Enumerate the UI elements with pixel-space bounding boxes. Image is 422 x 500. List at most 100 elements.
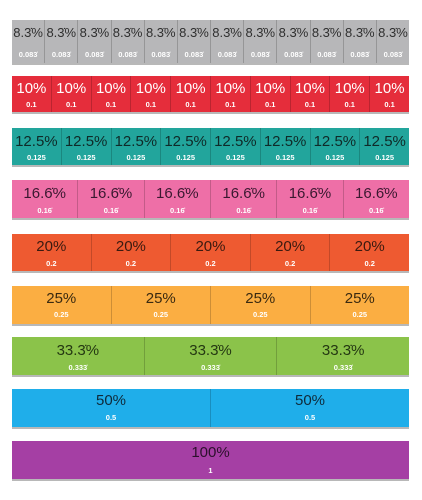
decimal-label: 0.083̇ (350, 50, 370, 59)
strip-cell: 25% 0.25 (211, 286, 311, 324)
strip-cell: 10% 0.1 (251, 76, 291, 112)
strip-cell: 12.5% 0.125 (211, 128, 261, 165)
strip-cell: 10% 0.1 (92, 76, 132, 112)
percent-label: 10% (175, 80, 206, 97)
decimal-label: 0.083̇ (85, 50, 104, 59)
decimal-label: 0.125 (275, 153, 295, 162)
strip-cell: 10% 0.1 (370, 76, 409, 112)
percent-label: 20% (36, 238, 67, 255)
strip-cell: 8.3̇% 0.083̇ (45, 20, 79, 63)
decimal-label: 0.16̇ (369, 206, 384, 215)
percent-label: 33.3̇% (56, 342, 100, 359)
strip-cell: 10% 0.1 (52, 76, 92, 112)
strip-cell: 8.3̇% 0.083̇ (311, 20, 344, 63)
strip-cell: 100% 1 (12, 441, 409, 479)
decimal-label: 0.1 (105, 100, 117, 109)
percent-label: 50% (294, 392, 326, 409)
strip-cell: 50% 0.5 (12, 389, 211, 427)
strip-cell: 8.3̇% 0.083̇ (244, 20, 278, 63)
strip-cell: 16.6̇% 0.16̇ (344, 180, 409, 218)
strip-cell: 50% 0.5 (211, 389, 409, 427)
decimal-label: 0.083̇ (250, 50, 270, 59)
decimal-label: 0.125 (126, 153, 146, 162)
decimal-label: 0.16̇ (37, 206, 52, 215)
decimal-label: 0.5 (304, 413, 316, 422)
decimal-label: 0.1 (264, 100, 276, 109)
percent-label: 8.3̇% (245, 25, 276, 40)
strip-cell: 12.5% 0.125 (261, 128, 311, 165)
percent-label: 25% (245, 290, 276, 307)
strip-eighths: 12.5% 0.125 12.5% 0.125 12.5% 0.125 12.5% 0.125… (12, 128, 409, 165)
percent-label: 8.3̇% (212, 25, 242, 40)
percent-label: 20% (115, 238, 146, 255)
strip-cell: 10% 0.1 (131, 76, 172, 112)
strip-cell: 8.3̇% 0.083̇ (145, 20, 178, 63)
percent-label: 8.3̇% (179, 25, 209, 40)
strip-cell: 10% 0.1 (12, 76, 52, 112)
strip-cell: 8.3̇% 0.083̇ (178, 20, 212, 63)
percent-label: 12.5% (363, 133, 406, 150)
strip-cell: 20% 0.2 (92, 234, 172, 271)
decimal-label: 0.333̇ (333, 363, 353, 372)
decimal-label: 0.083̇ (217, 50, 237, 59)
decimal-label: 0.1 (145, 100, 156, 109)
decimal-label: 0.125 (76, 153, 96, 162)
decimal-label: 0.16̇ (236, 206, 251, 215)
decimal-label: 0.16̇ (302, 206, 318, 215)
strip-cell: 12.5% 0.125 (112, 128, 162, 165)
strip-tenths: 10% 0.1 10% 0.1 10% 0.1 10% 0.1 10% 0.1 10% 0.1 10% 0… (12, 76, 409, 112)
strip-cell: 25% 0.25 (112, 286, 211, 324)
strip-halves: 50% 0.5 50% 0.5 (12, 389, 409, 427)
strip-cell: 10% 0.1 (291, 76, 331, 112)
decimal-label: 0.2 (284, 259, 296, 268)
percent-label: 8.3̇% (46, 25, 77, 40)
percent-label: 8.3̇% (378, 25, 408, 40)
percent-label: 12.5% (114, 133, 158, 150)
strip-cell: 16.6̇% 0.16̇ (78, 180, 145, 218)
strip-thirds: 33.3̇% 0.333̇ 33.3̇% 0.333̇ 33.3̇% 0.333̇ (12, 337, 409, 375)
decimal-label: 0.083̇ (383, 50, 403, 59)
decimal-label: 0.1 (304, 100, 316, 109)
decimal-label: 0.25 (252, 310, 268, 319)
strip-cell: 33.3̇% 0.333̇ (145, 337, 278, 375)
strip-cell: 12.5% 0.125 (161, 128, 211, 165)
decimal-label: 0.2 (125, 259, 137, 268)
strip-cell: 33.3̇% 0.333̇ (277, 337, 409, 375)
decimal-label: 1 (208, 466, 213, 475)
percent-label: 12.5% (263, 133, 307, 150)
percent-label: 8.3̇% (79, 25, 110, 40)
decimal-label: 0.5 (105, 413, 117, 422)
decimal-label: 0.333̇ (201, 363, 220, 372)
decimal-label: 0.083̇ (118, 50, 137, 59)
percent-label: 20% (195, 238, 226, 255)
percent-label: 33.3̇% (189, 342, 232, 359)
percent-label: 8.3̇% (311, 25, 342, 40)
decimal-label: 0.25 (53, 310, 69, 319)
decimal-label: 0.25 (153, 310, 169, 319)
percent-label: 10% (135, 80, 166, 97)
strip-cell: 12.5% 0.125 (360, 128, 409, 165)
percent-label: 16.6̇% (288, 185, 332, 202)
decimal-label: 0.125 (225, 153, 245, 162)
strip-cell: 8.3̇% 0.083̇ (277, 20, 311, 63)
strip-cell: 20% 0.2 (330, 234, 409, 271)
percent-label: 100% (191, 444, 230, 461)
percent-label: 8.3̇% (13, 25, 43, 40)
strip-cell: 20% 0.2 (171, 234, 251, 271)
strip-cell: 25% 0.25 (311, 286, 410, 324)
percent-label: 12.5% (64, 133, 108, 150)
percent-label: 8.3̇% (344, 25, 375, 40)
decimal-label: 0.2 (46, 259, 57, 268)
decimal-label: 0.25 (352, 310, 368, 319)
strip-cell: 8.3̇% 0.083̇ (112, 20, 145, 63)
strip-cell: 25% 0.25 (12, 286, 112, 324)
percent-label: 16.6̇% (23, 185, 66, 202)
strip-cell: 16.6̇% 0.16̇ (145, 180, 211, 218)
decimal-label: 0.125 (26, 153, 46, 162)
percent-label: 8.3̇% (145, 25, 176, 40)
decimal-label: 0.1 (185, 100, 196, 109)
strip-cell: 33.3̇% 0.333̇ (12, 337, 145, 375)
percent-label: 10% (334, 80, 365, 97)
strip-cell: 16.6̇% 0.16̇ (277, 180, 344, 218)
percent-label: 25% (344, 290, 375, 307)
